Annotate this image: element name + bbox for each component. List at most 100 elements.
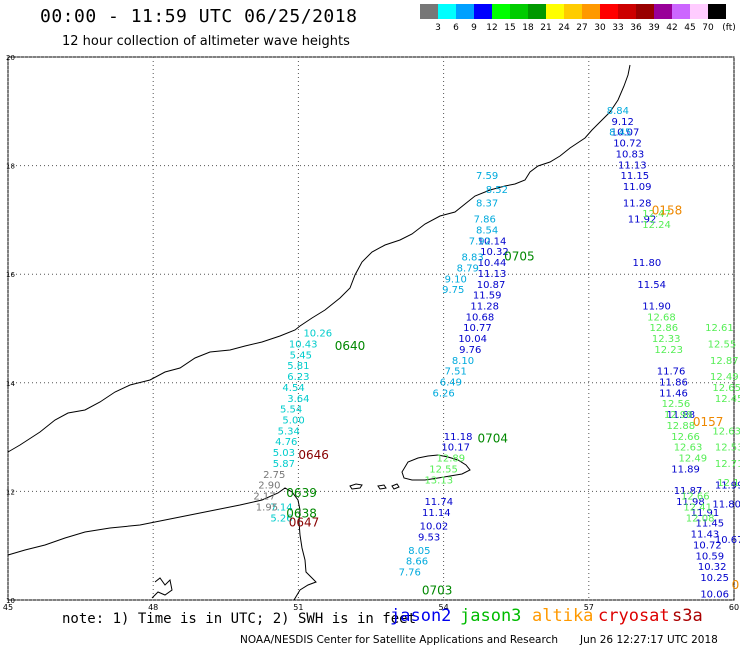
wave-height-value: 11.28 <box>623 198 652 209</box>
y-tick-label: 18 <box>6 163 15 171</box>
darsa-island <box>391 483 400 490</box>
y-tick-label: 16 <box>6 271 15 279</box>
legend-swatch <box>582 4 600 19</box>
wave-height-value: 12.98 <box>664 410 693 421</box>
wave-height-value: 11.59 <box>473 291 502 302</box>
socotra-island <box>401 454 471 481</box>
coastal-inlet <box>151 577 173 599</box>
wave-height-value: 11.99 <box>715 481 740 492</box>
wave-height-value: 7.14 <box>270 502 292 513</box>
x-tick-label: 57 <box>584 603 594 612</box>
pass-time-label: 0639 <box>286 486 317 500</box>
wave-height-value: 5.87 <box>273 459 295 470</box>
legend-label: 33 <box>612 23 624 33</box>
y-tick-label: 12 <box>6 488 15 496</box>
pass-time-label: 0 <box>732 578 740 592</box>
pass-time-labels: 0640 0705 0704 0703 0639 0638 0646 0647 0158 0157… <box>286 203 739 597</box>
wave-height-value: 12.49 <box>710 372 739 383</box>
legend-label: 12 <box>486 23 498 33</box>
footer-note: note: 1) Time is in UTC; 2) SWH is in fe… <box>62 611 417 627</box>
wave-height-value: 8.54 <box>476 225 498 236</box>
wave-height-value: 12.08 <box>686 513 715 524</box>
wave-height-value: 10.04 <box>458 334 487 345</box>
wave-height-value: 6.26 <box>432 388 454 399</box>
wave-height-value: 12.56 <box>662 399 691 410</box>
pass-time-label: 0704 <box>477 432 508 446</box>
wave-height-value: 3.64 <box>287 394 309 405</box>
wave-height-value: 5.34 <box>278 426 300 437</box>
wave-height-value: 2.90 <box>258 481 280 492</box>
wave-height-value: 11.92 <box>628 215 657 226</box>
wave-height-value: 5.81 <box>287 361 309 372</box>
wave-height-value: 2.17 <box>253 492 275 503</box>
legend-swatch <box>564 4 582 19</box>
wave-height-value: 8.05 <box>408 546 430 557</box>
x-tick-label: 51 <box>293 603 303 612</box>
wave-height-value: 12.63 <box>674 443 703 454</box>
wave-height-value: 11.45 <box>695 519 724 530</box>
legend-swatch <box>420 4 438 19</box>
wave-height-value: 11.87 <box>674 486 703 497</box>
wave-height-value: 5.03 <box>273 448 295 459</box>
wave-height-value: 12.66 <box>681 492 710 503</box>
wave-height-value: 10.32 <box>698 562 727 573</box>
wave-height-value: 12.66 <box>671 432 700 443</box>
wave-height-value: 12.45 <box>715 394 740 405</box>
legend-swatch <box>492 4 510 19</box>
wave-height-value: 12.87 <box>710 356 739 367</box>
wave-height-value: 9.76 <box>459 345 481 356</box>
credit-text: NOAA/NESDIS Center for Satellite Applica… <box>240 634 558 646</box>
wave-height-value: 12.47 <box>642 209 671 220</box>
legend-label: 9 <box>471 23 477 33</box>
y-tick-label: 14 <box>6 380 15 388</box>
legend-swatch <box>546 4 564 19</box>
pass-time-label: 0157 <box>693 415 724 429</box>
legend-label: 70 <box>702 23 714 33</box>
wave-height-value: 12.88 <box>666 421 695 432</box>
somali-coast <box>7 487 317 601</box>
legend-label: 39 <box>648 23 660 33</box>
chart-subtitle: 12 hour collection of altimeter wave hei… <box>62 34 350 49</box>
wave-height-value: 7.86 <box>474 215 496 226</box>
wave-height-value: 9.10 <box>445 274 467 285</box>
legend-swatch <box>636 4 654 19</box>
wave-height-value: 11.80 <box>633 258 662 269</box>
wave-height-value: 7.51 <box>445 367 467 378</box>
legend-label: 6 <box>453 23 459 33</box>
wave-height-value: 8.52 <box>486 185 508 196</box>
wave-height-value: 6.23 <box>287 372 309 383</box>
wave-height-value: 12.11 <box>717 478 740 489</box>
legend-label: 18 <box>522 23 534 33</box>
legend-swatch <box>690 4 708 19</box>
wave-height-value: 8.10 <box>452 356 474 367</box>
legend-swatch <box>618 4 636 19</box>
wave-height-value: 11.90 <box>642 301 671 312</box>
wave-height-value: 4.54 <box>282 383 304 394</box>
legend-swatch <box>456 4 474 19</box>
legend-swatch <box>672 4 690 19</box>
wave-height-value: 11.89 <box>671 464 700 475</box>
y-tick-label: 10 <box>6 597 15 605</box>
wave-height-value: 11.09 <box>623 182 652 193</box>
wave-height-value: 10.07 <box>611 128 640 139</box>
wave-height-value: 10.77 <box>463 323 492 334</box>
wave-height-value: 10.43 <box>289 340 318 351</box>
arabian-coast-north <box>7 64 631 453</box>
legend-swatch <box>600 4 618 19</box>
pass-time-label: 0705 <box>504 250 535 264</box>
wave-height-value: 11.13 <box>618 160 647 171</box>
wave-height-value: 12.61 <box>705 323 734 334</box>
wave-height-value: 12.41 <box>683 502 712 513</box>
legend-label: 45 <box>684 23 696 33</box>
x-tick-label: 60 <box>729 603 739 612</box>
wave-height-value: 10.87 <box>477 280 506 291</box>
wave-height-value: 10.44 <box>478 258 507 269</box>
satellite-s3a-label: s3a <box>672 606 703 626</box>
wave-height-value: 5.00 <box>282 416 304 427</box>
wave-height-value: 7.76 <box>399 568 421 579</box>
legend-label: 30 <box>594 23 606 33</box>
wave-height-value: 9.53 <box>418 532 440 543</box>
wave-height-value: 13.13 <box>424 475 453 486</box>
wave-height-value: 10.72 <box>693 540 722 551</box>
